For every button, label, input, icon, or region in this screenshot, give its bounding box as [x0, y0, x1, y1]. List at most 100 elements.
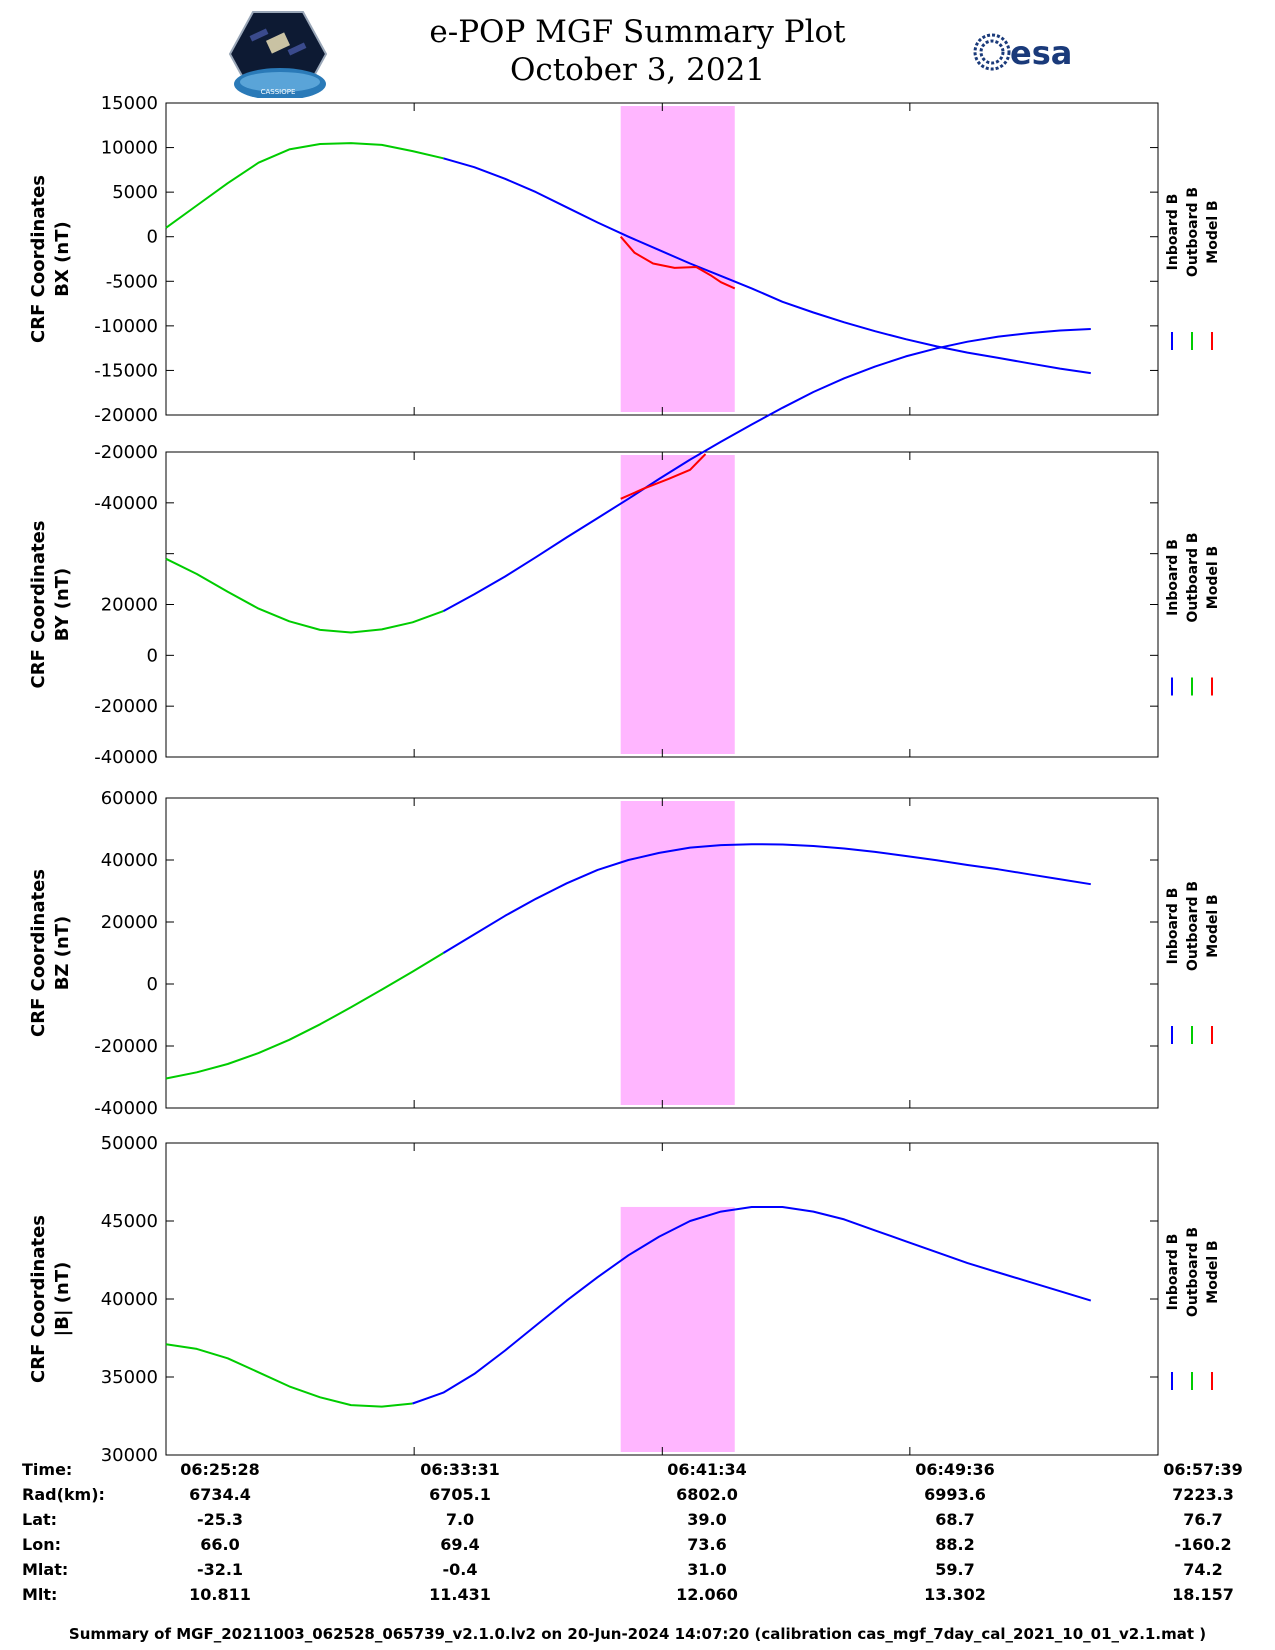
- series-line-inboard-b: [442, 843, 1091, 954]
- y-tick-label: 0: [147, 645, 158, 666]
- series-line-inboard-b: [442, 328, 1091, 612]
- table-cell: 13.302: [924, 1585, 986, 1604]
- y-tick-label: -10000: [94, 316, 158, 337]
- y-axis-label-line2: BY (nT): [52, 568, 73, 642]
- y-tick-label: 40000: [101, 850, 158, 871]
- legend-label-model-b: Model B: [1205, 1240, 1221, 1303]
- series-line-outboard-b: [165, 557, 444, 634]
- ephemeris-table: Time: 06:25:28 06:33:31 06:41:34 06:49:36 06:…: [0, 1460, 1275, 1620]
- legend-label-model-b: Model B: [1205, 200, 1221, 263]
- chart-panel-4: 50000 45000 40000 35000 30000 CRF Coordinates…: [28, 1133, 1221, 1466]
- table-cell: 6705.1: [429, 1485, 491, 1504]
- legend-label-inboard-b: Inboard B: [1165, 194, 1181, 271]
- table-cell: 74.2: [1183, 1560, 1223, 1579]
- y-tick-label: 15000: [101, 93, 158, 114]
- highlight-band: [620, 801, 735, 1105]
- y-axis-label-line2: |B| (nT): [52, 1262, 73, 1337]
- series-line-outboard-b: [165, 1343, 413, 1408]
- y-tick-label: -20000: [94, 696, 158, 717]
- y-tick-label: 30000: [101, 1445, 158, 1466]
- esa-logo-text: esa: [1010, 34, 1072, 72]
- table-cell: 88.2: [935, 1535, 975, 1554]
- cassiope-logo-text: CASSIOPE: [261, 88, 296, 96]
- y-axis-label-line1: CRF Coordinates: [28, 521, 49, 689]
- legend-label-model-b: Model B: [1205, 546, 1221, 609]
- highlight-band: [620, 1206, 735, 1452]
- table-cell: 73.6: [687, 1535, 727, 1554]
- plot-title: e-POP MGF Summary Plot: [429, 14, 846, 50]
- y-axis-label-line1: CRF Coordinates: [28, 175, 49, 343]
- y-tick-label: -15000: [94, 360, 158, 381]
- y-tick-label: -40000: [94, 747, 158, 768]
- y-tick-label: 20000: [101, 595, 158, 616]
- legend-label-outboard-b: Outboard B: [1185, 1227, 1201, 1317]
- table-cell: 11.431: [429, 1585, 491, 1604]
- y-axis-label-line2: BX (nT): [52, 221, 73, 296]
- legend-label-inboard-b: Inboard B: [1165, 888, 1181, 965]
- series-line-inboard-b: [412, 1206, 1092, 1405]
- table-cell: 6993.6: [924, 1485, 986, 1504]
- esa-logo: esa: [973, 33, 1072, 72]
- table-row-label: Mlat:: [22, 1560, 69, 1579]
- table-cell: 39.0: [687, 1510, 727, 1529]
- legend-label-outboard-b: Outboard B: [1185, 187, 1201, 277]
- y-tick-label: -20000: [94, 1036, 158, 1057]
- table-cell: 76.7: [1183, 1510, 1223, 1529]
- legend-label-outboard-b: Outboard B: [1185, 881, 1201, 971]
- y-tick-label: 10000: [101, 138, 158, 159]
- table-cell: 68.7: [935, 1510, 975, 1529]
- table-cell: 69.4: [440, 1535, 480, 1554]
- y-tick-label: 35000: [101, 1367, 158, 1388]
- series-line-model-b: [619, 236, 736, 290]
- table-cell: -160.2: [1174, 1535, 1232, 1554]
- y-tick-label: 45000: [101, 1211, 158, 1232]
- table-cell: -25.3: [196, 1510, 244, 1529]
- footer-caption: Summary of MGF_20211003_062528_065739_v2…: [68, 1625, 1207, 1643]
- table-row-label: Time:: [22, 1460, 73, 1479]
- table-cell: 06:57:39: [1163, 1460, 1243, 1479]
- table-cell: 6802.0: [676, 1485, 738, 1504]
- chart-panel-1: 15000 10000 5000 0 -5000 -10000 -15000 -20000 CR…: [28, 93, 1221, 426]
- table-row-label: Lat:: [22, 1510, 58, 1529]
- table-cell: 6734.4: [189, 1485, 251, 1504]
- plot-date: October 3, 2021: [509, 52, 766, 88]
- table-row-label: Mlt:: [22, 1585, 58, 1604]
- table-cell: -32.1: [196, 1560, 244, 1579]
- table-row-label: Rad(km):: [22, 1485, 105, 1504]
- table-cell: 06:49:36: [915, 1460, 995, 1479]
- y-tick-label: 60000: [101, 788, 158, 809]
- series-line-outboard-b: [165, 142, 444, 229]
- table-cell: 7.0: [445, 1510, 475, 1529]
- y-tick-label: -20000: [94, 442, 158, 463]
- table-cell: 7223.3: [1172, 1485, 1234, 1504]
- y-tick-label: 5000: [112, 182, 158, 203]
- y-tick-label: -40000: [94, 493, 158, 514]
- legend-label-model-b: Model B: [1205, 894, 1221, 957]
- y-tick-label: 0: [147, 974, 158, 995]
- y-tick-label: -20000: [94, 405, 158, 426]
- y-tick-label: 20000: [101, 912, 158, 933]
- y-tick-label: 0: [147, 227, 158, 248]
- table-cell: 10.811: [189, 1585, 251, 1604]
- y-tick-label: -5000: [106, 271, 158, 292]
- table-cell: 06:41:34: [667, 1460, 747, 1479]
- y-axis-label-line1: CRF Coordinates: [28, 1215, 49, 1383]
- table-cell: 06:33:31: [420, 1460, 500, 1479]
- table-cell: 18.157: [1172, 1585, 1234, 1604]
- y-axis-label-line1: CRF Coordinates: [28, 869, 49, 1037]
- table-row-label: Lon:: [22, 1535, 61, 1554]
- series-line-outboard-b: [165, 952, 444, 1080]
- chart-panel-2: -20000 -40000 20000 0 -20000 -40000 CRF Coordi…: [28, 328, 1221, 768]
- table-cell: 31.0: [687, 1560, 727, 1579]
- table-cell: 59.7: [935, 1560, 975, 1579]
- table-cell: -0.4: [442, 1560, 478, 1579]
- series-line-model-b: [620, 453, 707, 500]
- y-axis-label-line2: BZ (nT): [52, 916, 73, 991]
- y-tick-label: 40000: [101, 1289, 158, 1310]
- table-cell: 66.0: [200, 1535, 240, 1554]
- legend-label-inboard-b: Inboard B: [1165, 1234, 1181, 1311]
- table-cell: 12.060: [676, 1585, 738, 1604]
- table-cell: 06:25:28: [180, 1460, 260, 1479]
